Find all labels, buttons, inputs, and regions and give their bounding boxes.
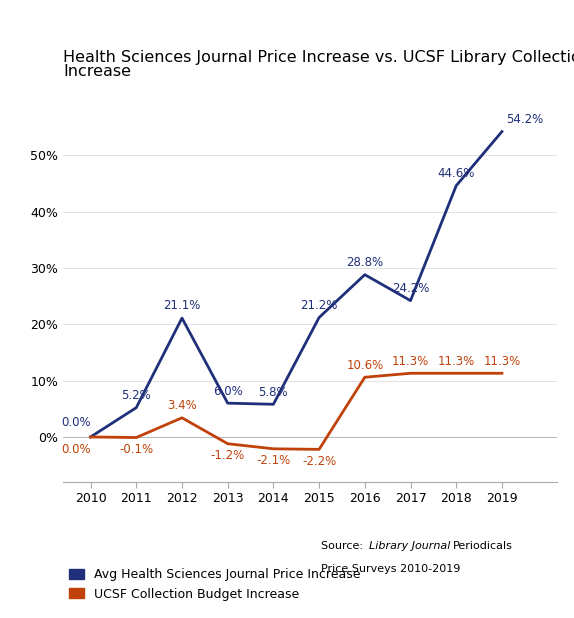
Text: 10.6%: 10.6%: [346, 358, 383, 371]
Text: -1.2%: -1.2%: [211, 449, 245, 462]
Text: 0.0%: 0.0%: [61, 415, 91, 428]
Legend: Avg Health Sciences Journal Price Increase, UCSF Collection Budget Increase: Avg Health Sciences Journal Price Increa…: [64, 564, 365, 606]
Text: 6.0%: 6.0%: [213, 384, 243, 397]
Text: 3.4%: 3.4%: [167, 399, 197, 412]
Text: 0.0%: 0.0%: [61, 442, 91, 455]
Text: Library Journal: Library Journal: [369, 541, 450, 551]
Text: 11.3%: 11.3%: [392, 355, 429, 368]
Text: Source:: Source:: [321, 541, 367, 551]
Text: 54.2%: 54.2%: [506, 113, 544, 126]
Text: 5.2%: 5.2%: [121, 389, 151, 402]
Text: -2.2%: -2.2%: [302, 455, 336, 468]
Text: 24.2%: 24.2%: [392, 282, 429, 295]
Text: 11.3%: 11.3%: [437, 355, 475, 368]
Text: -0.1%: -0.1%: [119, 443, 153, 456]
Text: Health Sciences Journal Price Increase vs. UCSF Library Collections Budget: Health Sciences Journal Price Increase v…: [63, 50, 574, 65]
Text: Increase: Increase: [63, 64, 131, 79]
Text: Price Surveys 2010-2019: Price Surveys 2010-2019: [321, 564, 461, 574]
Text: 21.1%: 21.1%: [163, 300, 201, 313]
Text: 11.3%: 11.3%: [483, 355, 521, 368]
Text: 5.8%: 5.8%: [258, 386, 288, 399]
Text: 21.2%: 21.2%: [300, 299, 338, 312]
Text: -2.1%: -2.1%: [256, 454, 290, 467]
Text: 28.8%: 28.8%: [346, 256, 383, 269]
Text: Periodicals: Periodicals: [453, 541, 513, 551]
Text: 44.6%: 44.6%: [437, 167, 475, 180]
